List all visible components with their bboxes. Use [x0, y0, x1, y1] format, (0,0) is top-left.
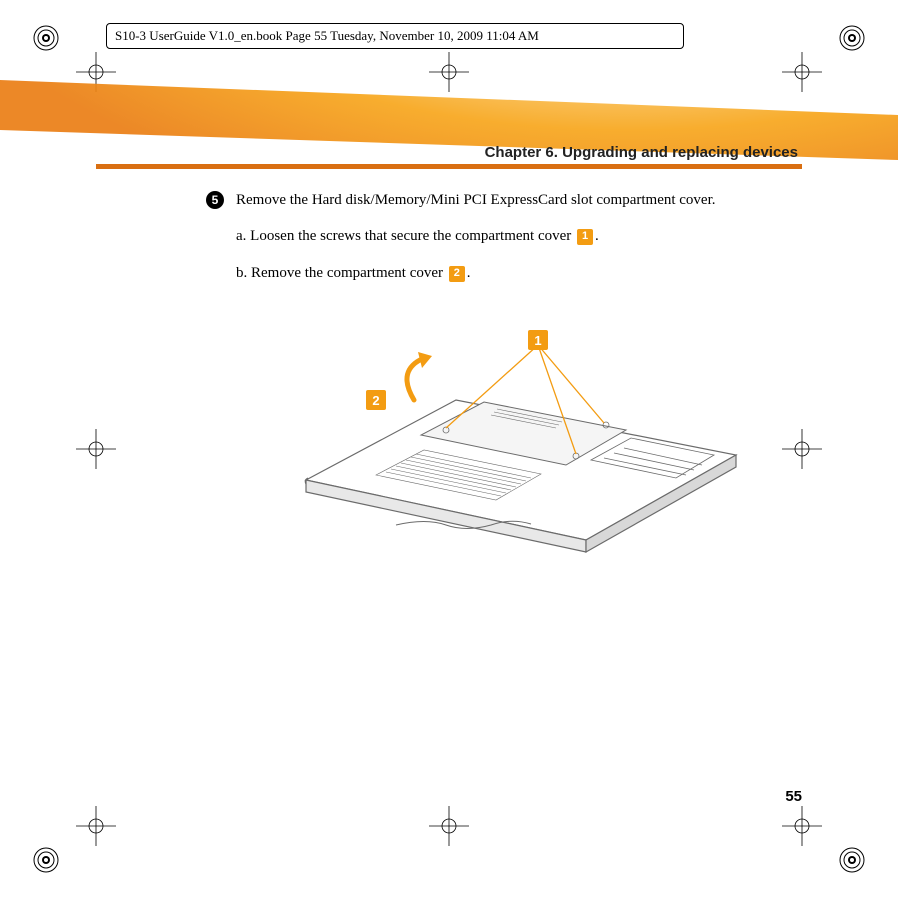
substep-a-text: a. Loosen the screws that secure the com…	[236, 228, 575, 244]
diagram-callout-1: 1	[534, 333, 541, 348]
diagram-callout-2: 2	[372, 393, 379, 408]
step-5: 5 Remove the Hard disk/Memory/Mini PCI E…	[206, 190, 786, 210]
page-number: 55	[785, 788, 802, 805]
registration-mark	[838, 846, 866, 874]
chapter-underline	[96, 164, 802, 169]
crop-mark	[76, 429, 116, 469]
substep-a-suffix: .	[595, 228, 599, 244]
substep-b-suffix: .	[467, 265, 471, 281]
laptop-bottom-diagram: 1 2	[246, 300, 756, 560]
header-text: S10-3 UserGuide V1.0_en.book Page 55 Tue…	[115, 28, 539, 44]
registration-mark	[838, 24, 866, 52]
registration-mark	[32, 24, 60, 52]
document-header: S10-3 UserGuide V1.0_en.book Page 55 Tue…	[106, 23, 684, 49]
content-block: 5 Remove the Hard disk/Memory/Mini PCI E…	[206, 190, 786, 284]
crop-mark	[429, 806, 469, 846]
step-number-bullet: 5	[206, 191, 224, 209]
step-text: Remove the Hard disk/Memory/Mini PCI Exp…	[236, 190, 716, 210]
substep-b-text: b. Remove the compartment cover	[236, 265, 447, 281]
crop-mark	[782, 429, 822, 469]
crop-mark	[782, 806, 822, 846]
substep-a: a. Loosen the screws that secure the com…	[236, 226, 786, 247]
registration-mark	[32, 846, 60, 874]
crop-mark	[76, 806, 116, 846]
callout-2-inline: 2	[449, 266, 465, 282]
banner-gradient	[0, 60, 898, 180]
chapter-title: Chapter 6. Upgrading and replacing devic…	[300, 144, 860, 161]
callout-1-inline: 1	[577, 229, 593, 245]
substep-b: b. Remove the compartment cover 2.	[236, 263, 786, 284]
